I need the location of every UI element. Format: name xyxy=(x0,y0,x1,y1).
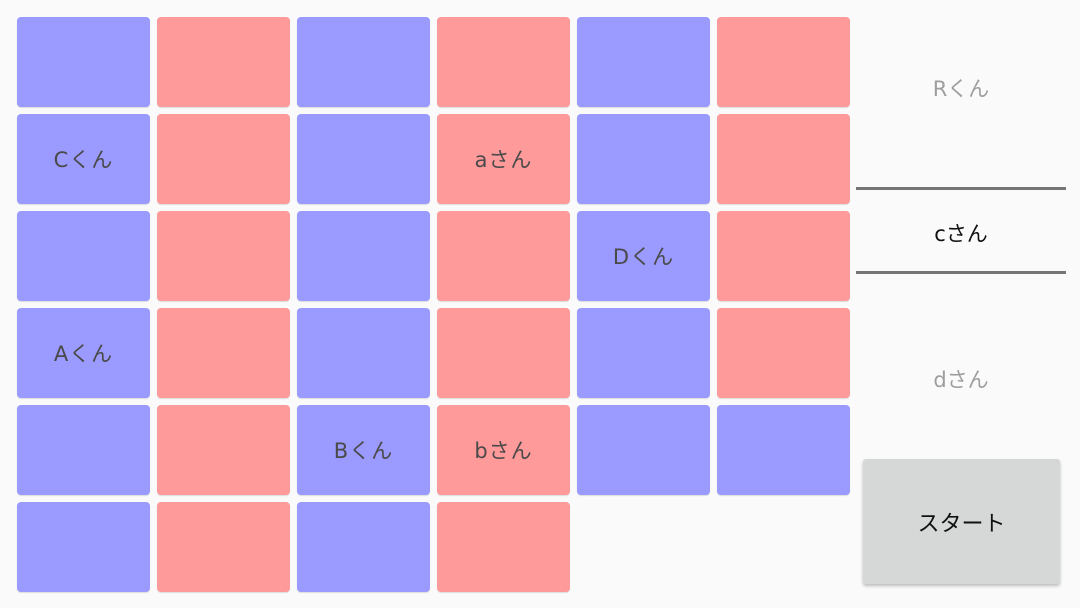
seat-cell[interactable] xyxy=(17,17,150,107)
picker-item-selected[interactable]: cさん xyxy=(934,222,988,246)
seat-cell[interactable]: Bくん xyxy=(297,405,430,495)
picker-item-next[interactable]: dさん xyxy=(933,368,989,392)
seat-cell[interactable] xyxy=(157,405,290,495)
picker-item-previous[interactable]: Rくん xyxy=(932,77,990,101)
seat-cell[interactable] xyxy=(437,308,570,398)
empty-cell xyxy=(577,502,710,592)
seat-cell[interactable] xyxy=(17,502,150,592)
picker-divider-top xyxy=(856,187,1066,190)
seat-cell[interactable] xyxy=(577,17,710,107)
seat-cell[interactable] xyxy=(437,211,570,301)
seat-cell[interactable] xyxy=(717,17,850,107)
seat-cell[interactable] xyxy=(297,502,430,592)
seat-cell[interactable] xyxy=(17,405,150,495)
seat-cell[interactable] xyxy=(577,405,710,495)
seat-cell[interactable]: Dくん xyxy=(577,211,710,301)
seat-cell[interactable] xyxy=(157,114,290,204)
seat-cell[interactable] xyxy=(157,17,290,107)
seat-cell[interactable]: aさん xyxy=(437,114,570,204)
seat-cell[interactable] xyxy=(157,502,290,592)
seat-cell[interactable] xyxy=(717,405,850,495)
seat-cell[interactable] xyxy=(437,502,570,592)
picker-divider-bottom xyxy=(856,271,1066,274)
seat-cell[interactable] xyxy=(577,114,710,204)
name-picker[interactable]: Rくん cさん dさん xyxy=(856,17,1066,447)
seat-cell[interactable] xyxy=(717,308,850,398)
seat-cell[interactable] xyxy=(157,211,290,301)
seat-grid: Cくん aさん Dくん Aくん Bくん bさん xyxy=(17,17,851,592)
seat-cell[interactable] xyxy=(437,17,570,107)
seat-cell[interactable] xyxy=(17,211,150,301)
seat-cell[interactable]: bさん xyxy=(437,405,570,495)
seat-cell[interactable] xyxy=(717,114,850,204)
seat-cell[interactable] xyxy=(717,211,850,301)
seat-cell[interactable] xyxy=(297,114,430,204)
seat-cell[interactable] xyxy=(297,17,430,107)
seat-cell[interactable] xyxy=(297,211,430,301)
start-button[interactable]: スタート xyxy=(863,459,1060,584)
seat-cell[interactable] xyxy=(577,308,710,398)
seat-cell[interactable]: Aくん xyxy=(17,308,150,398)
seat-cell[interactable]: Cくん xyxy=(17,114,150,204)
seat-cell[interactable] xyxy=(157,308,290,398)
seat-cell[interactable] xyxy=(297,308,430,398)
empty-cell xyxy=(717,502,850,592)
